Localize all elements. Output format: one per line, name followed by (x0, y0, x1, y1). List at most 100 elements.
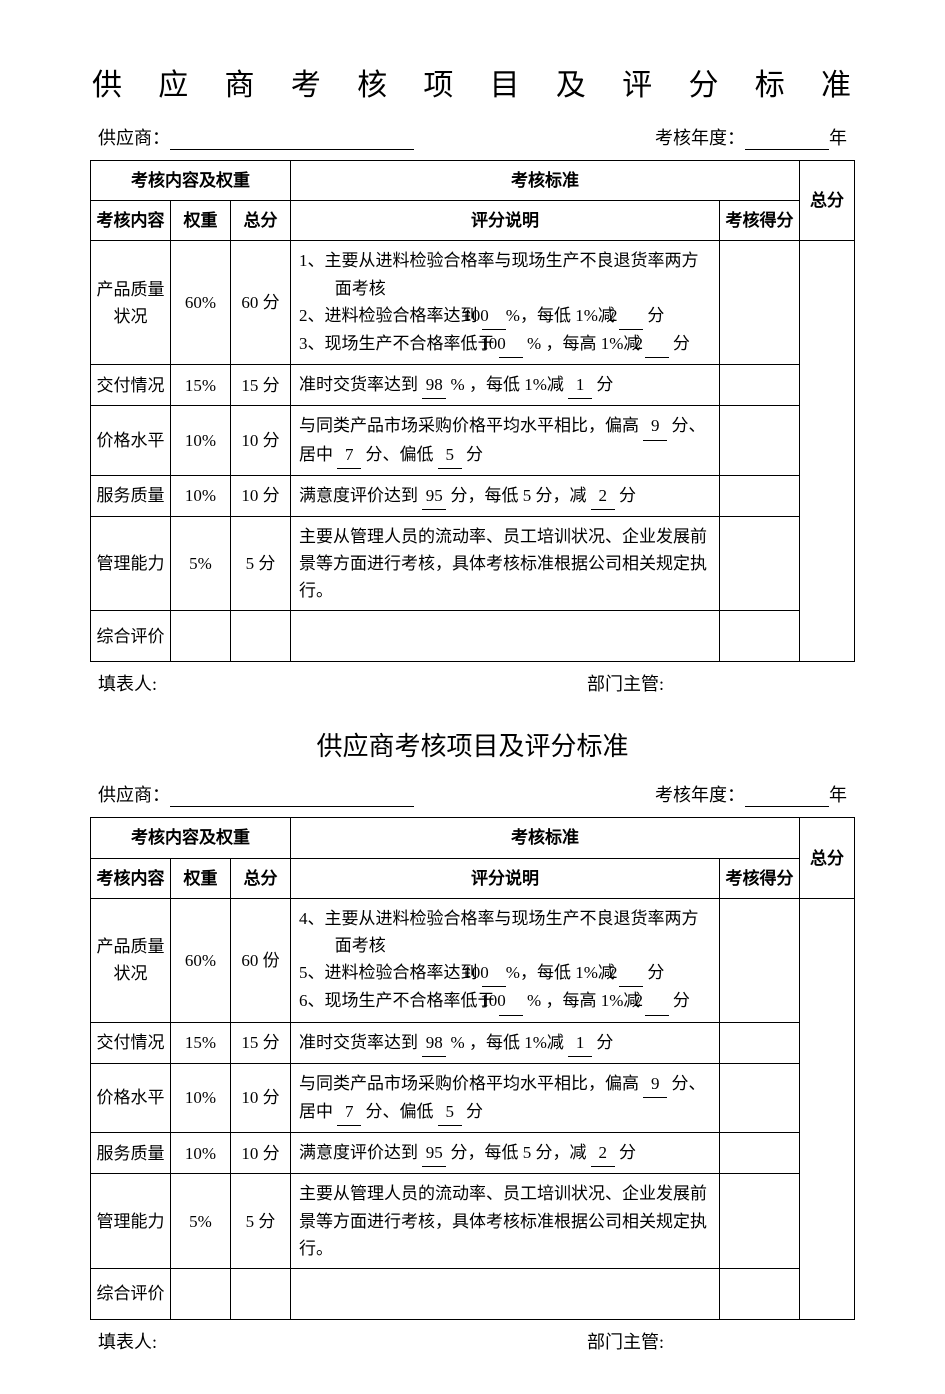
cell-score (720, 1022, 800, 1063)
u: 98 (422, 371, 446, 399)
cell-desc: 满意度评价达到 95 分，每低 5 分，减 2 分 (291, 1133, 720, 1174)
cell-score (720, 406, 800, 475)
table-row: 交付情况 15% 15 分 准时交货率达到 98 % ，每低 1%减 1 分 (91, 1022, 855, 1063)
u: 100 (482, 302, 506, 330)
text: 分、偏低 (361, 445, 438, 464)
cell-desc: 与同类产品市场采购价格平均水平相比，偏高 9 分、居中 7 分、偏低 5 分 (291, 1063, 720, 1132)
text: 准时交货率达到 (299, 375, 422, 394)
cell-desc: 主要从管理人员的流动率、员工培训状况、企业发展前景等方面进行考核，具体考核标准根… (291, 1174, 720, 1269)
cell-content: 价格水平 (91, 406, 171, 475)
text: %，每低 1%减 (506, 306, 619, 325)
num: 3、 (299, 334, 325, 353)
u: 98 (422, 1029, 446, 1057)
text: 分 (615, 1143, 636, 1162)
u: 7 (337, 441, 361, 469)
cell-weight (171, 611, 231, 662)
u: 100 (499, 987, 523, 1015)
filler-label: 填表人: (98, 670, 157, 696)
text: 分 (462, 1102, 483, 1121)
text: 分 (669, 334, 690, 353)
hdr-score: 考核得分 (720, 201, 800, 241)
u: 2 (645, 330, 669, 358)
manager-label: 部门主管: (587, 670, 847, 696)
u: 95 (422, 1139, 446, 1167)
cell-content: 管理能力 (91, 1174, 171, 1269)
u: 100 (482, 959, 506, 987)
cell-points (231, 611, 291, 662)
hdr-criteria: 考核标准 (291, 161, 800, 201)
table-row: 产品质量状况 60% 60 分 1、主要从进料检验合格率与现场生产不良退货率两方… (91, 241, 855, 365)
text: 分，每低 5 分，减 (446, 486, 591, 505)
page-title-2: 供应商考核项目及评分标准 (90, 726, 855, 763)
cell-desc: 准时交货率达到 98 % ，每低 1%减 1 分 (291, 1022, 720, 1063)
cell-score (720, 898, 800, 1022)
text: 分 (592, 375, 613, 394)
text: %，每低 1%减 (506, 963, 619, 982)
text: 现场生产不合格率低于 (325, 991, 499, 1010)
cell-weight: 5% (171, 1174, 231, 1269)
cell-score (720, 1174, 800, 1269)
text: 分 (643, 306, 664, 325)
table-row: 交付情况 15% 15 分 准时交货率达到 98 % ，每低 1%减 1 分 (91, 365, 855, 406)
cell-score (720, 1063, 800, 1132)
year-blank (745, 788, 829, 807)
text: 满意度评价达到 (299, 486, 422, 505)
text: 分，每低 5 分，减 (446, 1143, 591, 1162)
num: 6、 (299, 991, 325, 1010)
table-header-row-1: 考核内容及权重 考核标准 总分 (91, 818, 855, 858)
cell-weight (171, 1268, 231, 1319)
u: 1 (568, 371, 592, 399)
cell-score (720, 516, 800, 611)
text: 分 (462, 445, 483, 464)
cell-points: 10 分 (231, 1133, 291, 1174)
cell-total (800, 241, 855, 662)
cell-points (231, 1268, 291, 1319)
num: 5、 (299, 963, 325, 982)
table-row: 产品质量状况 60% 60 份 4、主要从进料检验合格率与现场生产不良退货率两方… (91, 898, 855, 1022)
hdr-weight: 权重 (171, 858, 231, 898)
u: 2 (645, 987, 669, 1015)
text: 现场生产不合格率低于 (325, 334, 499, 353)
cell-weight: 60% (171, 241, 231, 365)
assessment-table-2: 考核内容及权重 考核标准 总分 考核内容 权重 总分 评分说明 考核得分 产品质… (90, 817, 855, 1319)
cell-score (720, 1133, 800, 1174)
table-row: 价格水平 10% 10 分 与同类产品市场采购价格平均水平相比，偏高 9 分、居… (91, 1063, 855, 1132)
text: 与同类产品市场采购价格平均水平相比，偏高 (299, 1074, 643, 1093)
cell-desc (291, 1268, 720, 1319)
year-blank (745, 131, 829, 150)
u: 9 (643, 1070, 667, 1098)
table-row: 服务质量 10% 10 分 满意度评价达到 95 分，每低 5 分，减 2 分 (91, 1133, 855, 1174)
supplier-blank (170, 788, 414, 807)
cell-points: 5 分 (231, 516, 291, 611)
cell-weight: 15% (171, 1022, 231, 1063)
u: 2 (591, 1139, 615, 1167)
num: 1、 (299, 251, 325, 270)
text: 分、偏低 (361, 1102, 438, 1121)
page-title-1: 供应商考核项目及评分标准 (90, 60, 855, 104)
cell-weight: 60% (171, 898, 231, 1022)
hdr-content: 考核内容 (91, 201, 171, 241)
cell-total (800, 898, 855, 1319)
hdr-content-weight: 考核内容及权重 (91, 161, 291, 201)
cell-content: 产品质量状况 (91, 898, 171, 1022)
cell-desc: 1、主要从进料检验合格率与现场生产不良退货率两方面考核 2、进料检验合格率达到 … (291, 241, 720, 365)
table-header-row-2: 考核内容 权重 总分 评分说明 考核得分 (91, 858, 855, 898)
cell-score (720, 611, 800, 662)
hdr-total: 总分 (800, 818, 855, 898)
table-header-row-2: 考核内容 权重 总分 评分说明 考核得分 (91, 201, 855, 241)
year-suffix: 年 (829, 124, 847, 150)
cell-desc: 满意度评价达到 95 分，每低 5 分，减 2 分 (291, 475, 720, 516)
num: 4、 (299, 909, 325, 928)
text: 主要从进料检验合格率与现场生产不良退货率两方面考核 (325, 909, 699, 955)
text: % ，每低 1%减 (446, 1033, 568, 1052)
cell-weight: 10% (171, 406, 231, 475)
text: 与同类产品市场采购价格平均水平相比，偏高 (299, 416, 643, 435)
cell-content: 综合评价 (91, 1268, 171, 1319)
cell-points: 10 分 (231, 1063, 291, 1132)
u: 9 (643, 412, 667, 440)
cell-desc (291, 611, 720, 662)
cell-points: 60 份 (231, 898, 291, 1022)
text: 进料检验合格率达到 (325, 306, 482, 325)
supplier-label: 供应商： (98, 124, 170, 150)
u: 7 (337, 1098, 361, 1126)
